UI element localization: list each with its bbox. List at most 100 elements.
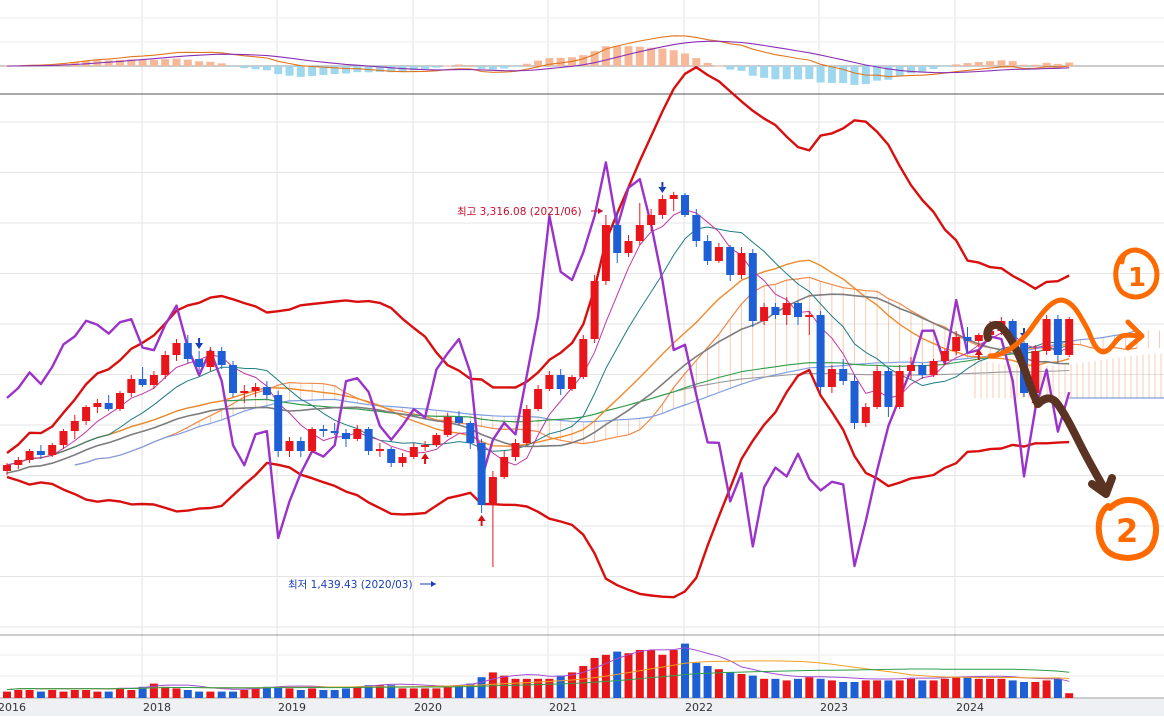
macd-hist-bar — [296, 66, 305, 77]
volume-bar — [737, 674, 746, 698]
candle-body — [149, 375, 158, 385]
volume-bars — [3, 643, 1074, 698]
candle-body — [748, 253, 757, 321]
candle-body — [14, 460, 23, 465]
candle-body — [387, 449, 396, 463]
macd-hist-bar — [816, 66, 825, 83]
candle-body — [70, 421, 79, 431]
candle-body — [3, 465, 11, 471]
volume-bar — [488, 672, 497, 698]
candle-body — [364, 429, 373, 451]
volume-bar — [579, 666, 588, 698]
candle-body — [183, 343, 192, 359]
candle-body — [545, 375, 554, 389]
volume-bar — [963, 677, 972, 698]
macd-hist-bar — [455, 64, 463, 66]
candle-body — [647, 215, 656, 225]
macd-hist-bar — [1020, 64, 1028, 66]
candle-body — [308, 429, 317, 451]
low-annotation: 최저 1,439.43 (2020/03) — [288, 579, 436, 591]
macd-hist-bar — [251, 66, 260, 70]
candle-body — [760, 307, 769, 321]
candle-body — [1042, 319, 1051, 351]
volume-bar — [782, 680, 791, 698]
candle-body — [116, 393, 124, 409]
volume-bar — [1065, 693, 1074, 698]
volume-bar — [771, 678, 780, 698]
x-tick-2019: 2019 — [278, 701, 306, 714]
macd-hist-bar — [477, 66, 486, 69]
volume-bar — [873, 680, 882, 698]
volume-bar — [398, 688, 407, 698]
macd-hist-bar — [206, 61, 215, 66]
volume-bar — [93, 691, 102, 698]
cloud-span-b — [74, 329, 1138, 466]
candle-body — [274, 395, 283, 451]
macd-hist-bar — [149, 59, 158, 66]
candle-body — [714, 247, 723, 261]
candle-body — [929, 361, 938, 375]
x-axis: 2016 2018 2019 2020 2021 2022 2023 2024 — [0, 701, 984, 714]
volume-bar — [251, 688, 260, 698]
volume-bar — [1053, 678, 1062, 698]
candle-body — [1031, 351, 1040, 393]
macd-hist-bar — [319, 66, 328, 75]
macd-hist-bar — [522, 63, 531, 66]
macd-hist-bar — [138, 59, 147, 66]
candle-body — [36, 451, 45, 455]
low-annotation-text: 최저 1,439.43 (2020/03) — [288, 579, 413, 591]
volume-bar — [14, 690, 23, 698]
macd-hist-bar — [601, 46, 610, 66]
candle-body — [93, 403, 102, 407]
candle-body — [488, 477, 497, 505]
volume-bar — [669, 650, 678, 698]
candle-body — [138, 379, 147, 385]
candle-body — [895, 371, 904, 407]
macd-hist-bar — [240, 66, 249, 69]
volume-bar — [3, 691, 11, 698]
macd-hist-bar — [511, 66, 520, 67]
buy-signal-icon — [421, 453, 430, 464]
volume-bar — [421, 688, 430, 698]
volume-ma-longer — [6, 668, 1070, 691]
candle-body — [782, 303, 791, 315]
kijun-line — [6, 293, 1070, 474]
volume-bar — [477, 677, 486, 698]
candle-body — [82, 407, 91, 421]
macd-hist-bar — [409, 66, 418, 71]
volume-bar — [839, 682, 848, 698]
volume-bar — [466, 683, 475, 698]
macd-hist-bar — [748, 66, 757, 76]
x-tick-2021: 2021 — [549, 701, 577, 714]
candle-body — [330, 431, 339, 433]
candle-body — [421, 445, 430, 447]
volume-average-lines — [6, 647, 1070, 691]
macd-hist-bar — [443, 65, 452, 67]
macd-hist-bar — [308, 66, 317, 76]
candle-body — [1053, 319, 1062, 355]
macd-hist-bar — [1053, 63, 1062, 66]
candle-body — [805, 315, 814, 317]
macd-hist-bar — [500, 66, 509, 69]
candle-body — [918, 365, 927, 375]
macd-hist-bar — [432, 66, 441, 68]
candle-body — [229, 365, 237, 393]
candle-body — [455, 417, 463, 423]
volume-bar — [511, 678, 520, 698]
volume-bar — [161, 686, 170, 698]
candle-body — [940, 351, 949, 361]
macd-lines — [6, 35, 1070, 78]
macd-hist-bar — [579, 55, 588, 66]
candle-body — [127, 379, 136, 393]
macd-hist-bar — [545, 58, 554, 66]
macd-hist-bar — [488, 66, 497, 70]
volume-bar — [59, 691, 68, 698]
volume-bar — [296, 690, 305, 698]
low-arrow-head-icon — [431, 581, 436, 587]
macd-hist-bar — [624, 46, 633, 66]
bollinger-lower — [6, 368, 1070, 599]
candle-body — [375, 449, 384, 451]
candle-body — [692, 215, 701, 241]
macd-hist-bar — [285, 66, 294, 76]
